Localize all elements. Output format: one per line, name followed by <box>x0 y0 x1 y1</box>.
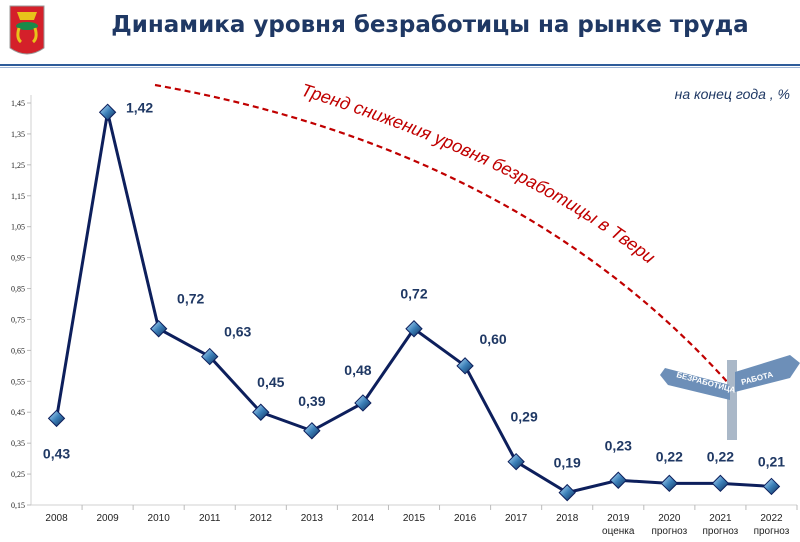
data-label: 0,22 <box>707 448 734 464</box>
data-label: 0,48 <box>344 362 371 378</box>
trend-label: Тренд снижения уровня безработицы в Твер… <box>299 80 659 268</box>
x-tick-label: 2019 <box>607 513 630 524</box>
x-tick-label: 2015 <box>403 513 426 524</box>
data-point <box>507 453 525 471</box>
y-tick-label: 0,25 <box>11 470 25 479</box>
data-label: 0,63 <box>224 324 251 340</box>
data-label: 0,19 <box>554 455 581 471</box>
data-point <box>660 474 679 493</box>
data-label: 0,45 <box>257 374 284 390</box>
data-label: 0,39 <box>298 393 325 409</box>
y-tick-label: 1,05 <box>11 223 25 232</box>
divider <box>0 67 800 68</box>
y-tick-label: 1,15 <box>11 192 25 201</box>
x-tick-label: 2016 <box>454 513 477 524</box>
x-tick-label: 2022 <box>760 513 783 524</box>
x-tick-label: 2010 <box>148 513 171 524</box>
y-tick-label: 0,55 <box>11 377 25 386</box>
data-point <box>609 471 627 489</box>
data-label: 0,22 <box>656 448 683 464</box>
x-tick-note: оценка <box>602 526 635 537</box>
data-label: 0,72 <box>400 286 427 302</box>
data-point <box>711 474 730 493</box>
data-point <box>98 103 117 121</box>
data-label: 0,23 <box>605 437 632 453</box>
x-tick-label: 2012 <box>250 513 273 524</box>
x-tick-label: 2018 <box>556 513 579 524</box>
data-label: 0,43 <box>43 445 70 461</box>
x-tick-label: 2008 <box>45 513 68 524</box>
data-point <box>456 357 474 375</box>
trend-arrow <box>154 83 731 386</box>
data-point <box>303 422 321 440</box>
data-point <box>149 320 168 338</box>
x-tick-label: 2021 <box>709 513 732 524</box>
data-point <box>762 477 781 496</box>
y-tick-label: 0,75 <box>11 315 25 324</box>
divider <box>0 64 800 66</box>
x-tick-label: 2017 <box>505 513 528 524</box>
y-tick-label: 0,95 <box>11 254 25 263</box>
data-point <box>201 347 219 366</box>
x-tick-note: прогноз <box>754 526 790 537</box>
y-tick-label: 0,15 <box>11 501 25 510</box>
x-tick-label: 2020 <box>658 513 681 524</box>
y-tick-label: 0,85 <box>11 285 25 294</box>
x-tick-note: прогноз <box>651 526 687 537</box>
series-line <box>55 111 772 495</box>
data-point <box>405 320 423 338</box>
x-tick-label: 2011 <box>199 513 221 524</box>
signpost: БЕЗРАБОТИЦА РАБОТА <box>660 355 800 440</box>
y-tick-label: 0,35 <box>11 439 25 448</box>
data-point <box>558 483 576 502</box>
y-tick-label: 1,25 <box>11 161 25 170</box>
data-label: 0,72 <box>177 291 204 307</box>
x-tick-label: 2013 <box>301 513 324 524</box>
data-label: 1,42 <box>126 99 153 115</box>
x-tick-label: 2014 <box>352 513 375 524</box>
emblem <box>9 5 45 55</box>
y-tick-label: 0,65 <box>11 346 25 355</box>
data-point <box>47 409 66 428</box>
x-tick-note: прогноз <box>703 526 739 537</box>
y-tick-label: 1,35 <box>11 130 25 139</box>
data-point <box>252 403 270 421</box>
data-label: 0,60 <box>479 331 506 347</box>
y-tick-label: 0,45 <box>11 408 25 417</box>
data-label: 0,29 <box>511 409 538 425</box>
y-tick-label: 1,45 <box>11 99 25 108</box>
data-label: 0,21 <box>758 453 785 469</box>
data-point <box>354 394 372 412</box>
units-note: на конец года , % <box>674 86 790 102</box>
page-title: Динамика уровня безработицы на рынке тру… <box>111 12 749 38</box>
x-tick-label: 2009 <box>96 513 119 524</box>
